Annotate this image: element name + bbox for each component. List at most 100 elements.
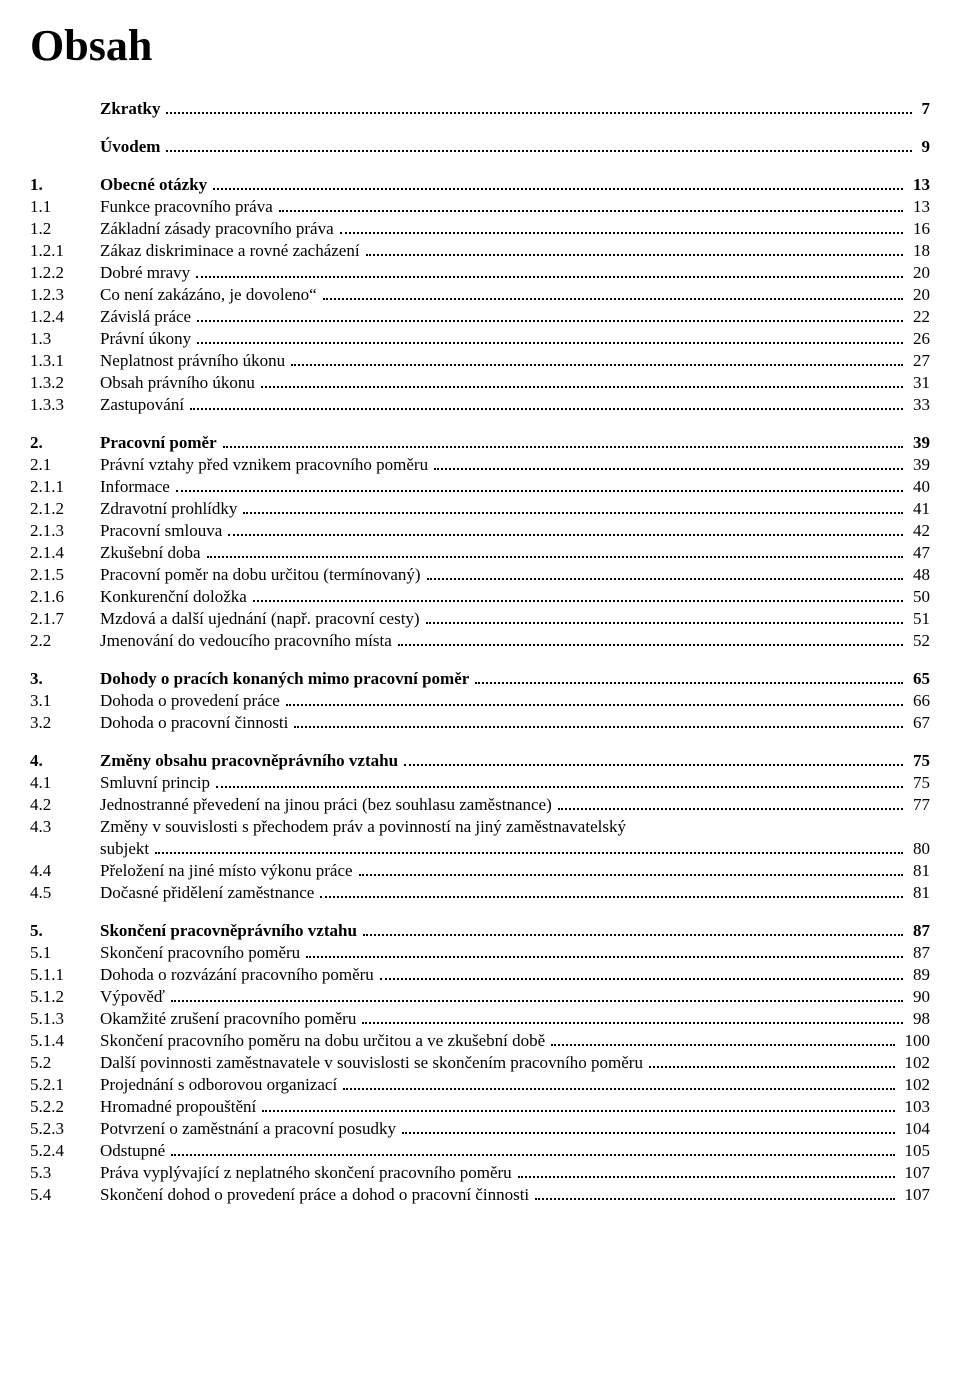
toc-entry: 4.3Změny v souvislosti s přechodem práv … xyxy=(30,817,930,837)
entry-number: 5.2.2 xyxy=(30,1097,100,1117)
entry-number: 1.3.2 xyxy=(30,373,100,393)
toc-entry: 1.3.2Obsah právního úkonu 31 xyxy=(30,373,930,393)
entry-page: 26 xyxy=(907,329,930,349)
leader-dots xyxy=(197,342,903,344)
entry-page: 65 xyxy=(907,669,930,689)
entry-page: 89 xyxy=(907,965,930,985)
leader-dots xyxy=(223,446,903,448)
entry-label: Neplatnost právního úkonu xyxy=(100,351,285,371)
entry-number: 4.2 xyxy=(30,795,100,815)
entry-label: Pracovní smlouva xyxy=(100,521,222,541)
entry-label: Zkušební doba xyxy=(100,543,201,563)
entry-label: Odstupné xyxy=(100,1141,165,1161)
entry-label: Pracovní poměr na dobu určitou (termínov… xyxy=(100,565,421,585)
toc-entry: 5.2.1Projednání s odborovou organizací10… xyxy=(30,1075,930,1095)
leader-dots xyxy=(306,956,903,958)
entry-number: 5. xyxy=(30,921,100,941)
entry-number: 1.2 xyxy=(30,219,100,239)
entry-number: 1.1 xyxy=(30,197,100,217)
entry-label: Dohoda o rozvázání pracovního poměru xyxy=(100,965,374,985)
entry-label: Mzdová a další ujednání (např. pracovní … xyxy=(100,609,420,629)
entry-label: Dohody o pracích konaných mimo pracovní … xyxy=(100,669,469,689)
leader-dots xyxy=(216,786,903,788)
entry-number: 5.2.3 xyxy=(30,1119,100,1139)
toc-entry: 3.Dohody o pracích konaných mimo pracovn… xyxy=(30,669,930,689)
toc-entry: 2.1.6Konkurenční doložka50 xyxy=(30,587,930,607)
entry-label: Co není zakázáno, je dovoleno“ xyxy=(100,285,317,305)
entry-label: Informace xyxy=(100,477,170,497)
entry-label: Výpověď xyxy=(100,987,165,1007)
entry-page: 90 xyxy=(907,987,930,1007)
entry-label: Dobré mravy xyxy=(100,263,190,283)
entry-number: 5.1 xyxy=(30,943,100,963)
entry-number: 1.2.2 xyxy=(30,263,100,283)
entry-number: 4.4 xyxy=(30,861,100,881)
entry-label: Základní zásady pracovního práva xyxy=(100,219,334,239)
toc-entry: 1.Obecné otázky13 xyxy=(30,175,930,195)
entry-number: 5.1.2 xyxy=(30,987,100,1007)
toc-entry: 5.1.1Dohoda o rozvázání pracovního poměr… xyxy=(30,965,930,985)
leader-dots xyxy=(427,578,903,580)
toc-entry: 5.1.4Skončení pracovního poměru na dobu … xyxy=(30,1031,930,1051)
entry-page: 31 xyxy=(907,373,930,393)
toc-entry: 2.1.1Informace40 xyxy=(30,477,930,497)
entry-number: 2.1.7 xyxy=(30,609,100,629)
entry-page: 33 xyxy=(907,395,930,415)
entry-number: 3. xyxy=(30,669,100,689)
entry-number: 2.1.2 xyxy=(30,499,100,519)
entry-page: 20 xyxy=(907,263,930,283)
toc-entry: 4.4Přeložení na jiné místo výkonu práce 8… xyxy=(30,861,930,881)
toc-entry: 3.1Dohoda o provedení práce66 xyxy=(30,691,930,711)
entry-page: 7 xyxy=(916,99,931,119)
entry-label: Dohoda o pracovní činnosti xyxy=(100,713,288,733)
toc-entry: 2.1.7Mzdová a další ujednání (např. prac… xyxy=(30,609,930,629)
entry-label: Obecné otázky xyxy=(100,175,207,195)
leader-dots xyxy=(535,1198,894,1200)
entry-number: 2.2 xyxy=(30,631,100,651)
entry-label: Potvrzení o zaměstnání a pracovní posudk… xyxy=(100,1119,396,1139)
entry-page: 22 xyxy=(907,307,930,327)
entry-label: Funkce pracovního práva xyxy=(100,197,273,217)
entry-label: Závislá práce xyxy=(100,307,191,327)
entry-label: Změny obsahu pracovněprávního vztahu xyxy=(100,751,398,771)
leader-dots xyxy=(279,210,903,212)
leader-dots xyxy=(380,978,903,980)
entry-label: Přeložení na jiné místo výkonu práce xyxy=(100,861,353,881)
entry-page: 77 xyxy=(907,795,930,815)
entry-label: subjekt xyxy=(100,839,149,859)
entry-page: 81 xyxy=(907,883,930,903)
leader-dots xyxy=(155,852,903,854)
entry-label: Právní úkony xyxy=(100,329,191,349)
entry-page: 18 xyxy=(907,241,930,261)
entry-number: 4.3 xyxy=(30,817,100,837)
entry-number: 5.1.1 xyxy=(30,965,100,985)
toc-entry: 2.2Jmenování do vedoucího pracovního mís… xyxy=(30,631,930,651)
entry-number: 3.1 xyxy=(30,691,100,711)
leader-dots xyxy=(320,896,903,898)
entry-label: Obsah právního úkonu xyxy=(100,373,255,393)
toc-entry: 3.2Dohoda o pracovní činnosti67 xyxy=(30,713,930,733)
leader-dots xyxy=(402,1132,894,1134)
leader-dots xyxy=(243,512,903,514)
leader-dots xyxy=(253,600,903,602)
entry-number: 2.1.4 xyxy=(30,543,100,563)
toc-entry: 4.2Jednostranné převedení na jinou práci… xyxy=(30,795,930,815)
leader-dots xyxy=(166,150,911,152)
entry-page: 81 xyxy=(907,861,930,881)
toc-entry: 1.3.1Neplatnost právního úkonu27 xyxy=(30,351,930,371)
leader-dots xyxy=(518,1176,895,1178)
leader-dots xyxy=(363,934,903,936)
entry-label: Skončení pracovního poměru xyxy=(100,943,300,963)
entry-page: 39 xyxy=(907,433,930,453)
entry-label: Zdravotní prohlídky xyxy=(100,499,237,519)
entry-number: 1. xyxy=(30,175,100,195)
entry-label: Změny v souvislosti s přechodem práv a p… xyxy=(100,817,626,837)
entry-page: 39 xyxy=(907,455,930,475)
leader-dots xyxy=(286,704,903,706)
entry-number: 5.2.1 xyxy=(30,1075,100,1095)
toc-entry: 1.3.3Zastupování33 xyxy=(30,395,930,415)
toc-entry: subjekt80 xyxy=(30,839,930,859)
entry-number: 1.2.4 xyxy=(30,307,100,327)
leader-dots xyxy=(197,320,903,322)
leader-dots xyxy=(366,254,903,256)
